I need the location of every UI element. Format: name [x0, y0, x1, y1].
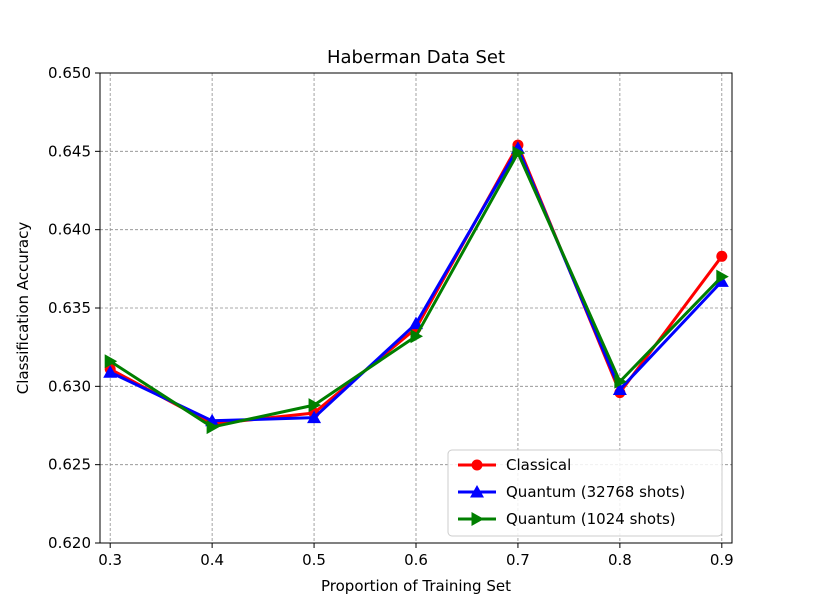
y-axis-label: Classification Accuracy	[14, 222, 32, 395]
x-tick-label: 0.9	[710, 551, 734, 569]
data-point	[716, 250, 728, 262]
series-3	[104, 145, 729, 435]
data-point	[612, 382, 627, 395]
legend-box	[447, 449, 723, 537]
legend-label: Classical	[506, 456, 571, 474]
legend-label: Quantum (1024 shots)	[506, 510, 676, 528]
x-tick-label: 0.6	[404, 551, 428, 569]
y-axis-ticks: 0.620 0.625 0.630 0.635 0.640 0.645 0.650	[48, 64, 100, 552]
x-tick-label: 0.4	[200, 551, 224, 569]
legend-label: Quantum (32768 shots)	[506, 483, 685, 501]
x-tick-label: 0.5	[302, 551, 326, 569]
legend-item: Quantum (32768 shots)	[458, 483, 685, 501]
x-axis-ticks: 0.3 0.4 0.5 0.6 0.7 0.8 0.9	[98, 543, 734, 569]
x-tick-label: 0.7	[506, 551, 530, 569]
data-point	[512, 145, 525, 160]
legend-marker	[471, 459, 483, 471]
data-point	[308, 398, 322, 413]
data-point	[206, 420, 220, 435]
legend-item: Classical	[458, 456, 571, 474]
data-point	[410, 329, 423, 344]
x-tick-label: 0.3	[98, 551, 122, 569]
series-2	[103, 141, 729, 427]
data-point	[307, 410, 322, 424]
y-tick-label: 0.640	[48, 221, 91, 239]
y-tick-label: 0.635	[48, 299, 91, 317]
y-tick-label: 0.645	[48, 142, 91, 160]
x-axis-label: Proportion of Training Set	[321, 577, 511, 595]
data-point	[716, 269, 729, 284]
chart-title: Haberman Data Set	[327, 47, 505, 68]
data-point	[409, 316, 423, 330]
data-point	[714, 274, 729, 287]
data-point	[614, 374, 627, 389]
data-point	[103, 365, 118, 378]
series-lines	[103, 139, 729, 435]
legend-marker	[470, 485, 484, 498]
y-tick-label: 0.625	[48, 456, 91, 474]
x-tick-label: 0.8	[608, 551, 632, 569]
y-tick-label: 0.620	[48, 534, 91, 552]
data-point	[104, 354, 118, 369]
y-tick-label: 0.650	[48, 64, 91, 82]
legend: Classical Quantum (32768 shots) Quantum (1…	[447, 449, 723, 537]
y-tick-label: 0.630	[48, 377, 91, 395]
legend-marker	[471, 512, 484, 526]
legend-item: Quantum (1024 shots)	[458, 510, 676, 528]
